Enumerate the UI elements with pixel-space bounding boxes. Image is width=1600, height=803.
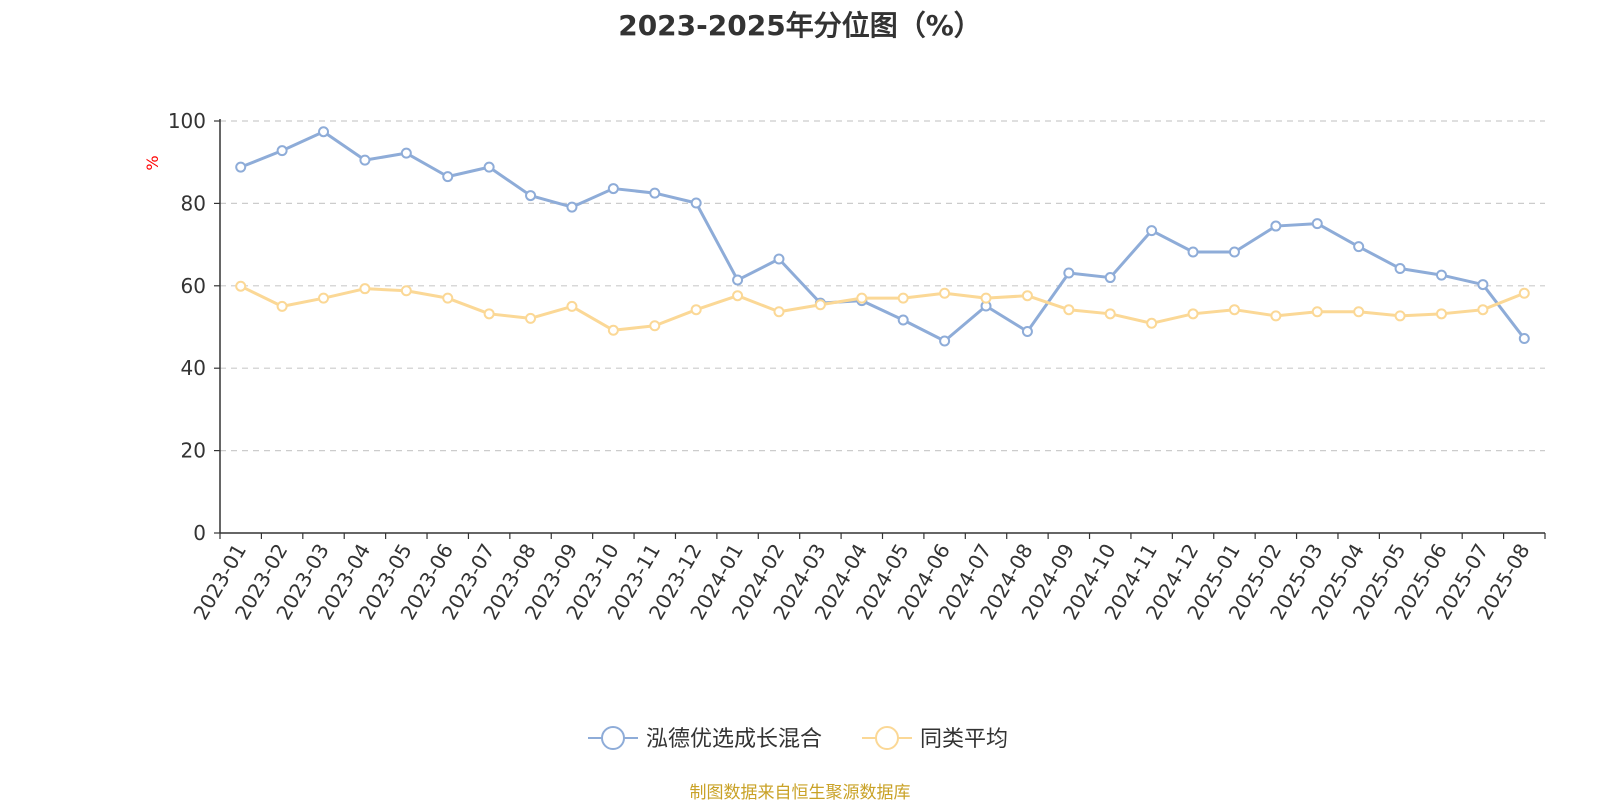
data-point — [1311, 306, 1323, 318]
data-point — [732, 290, 744, 302]
series-2 — [235, 280, 1530, 336]
legend-label: 泓德优选成长混合 — [646, 727, 822, 752]
data-point — [1518, 333, 1530, 345]
data-point — [400, 147, 412, 159]
data-point — [897, 314, 909, 326]
data-point — [1021, 326, 1033, 338]
series-line — [240, 284, 1525, 332]
data-point — [276, 145, 288, 157]
data-point — [939, 287, 951, 299]
data-point — [690, 197, 702, 209]
data-point — [1104, 272, 1116, 284]
y-tick-label: 100 — [168, 109, 206, 133]
data-point — [1104, 308, 1116, 320]
y-axis-label: % — [143, 155, 162, 170]
data-point — [1518, 287, 1530, 299]
source-note: 制图数据来自恒生聚源数据库 — [689, 783, 911, 803]
data-point — [483, 308, 495, 320]
data-point — [235, 280, 247, 292]
x-axis-ticks: 2023-012023-022023-032023-042023-052023-… — [188, 533, 1546, 624]
data-point — [276, 300, 288, 312]
data-point — [690, 304, 702, 316]
series-group — [235, 126, 1530, 347]
data-point — [1270, 220, 1282, 232]
data-point — [773, 306, 785, 318]
legend[interactable]: 泓德优选成长混合 同类平均 — [588, 726, 1008, 752]
data-point — [980, 292, 992, 304]
data-point — [1270, 310, 1282, 322]
data-point — [1228, 246, 1240, 258]
data-point — [442, 292, 454, 304]
series-line — [240, 130, 1526, 343]
data-point — [235, 161, 247, 173]
data-point — [897, 292, 909, 304]
data-point — [359, 283, 371, 295]
data-point — [607, 324, 619, 336]
data-point — [1477, 279, 1489, 291]
data-point — [939, 335, 951, 347]
y-tick-label: 40 — [181, 356, 206, 380]
data-point — [1353, 241, 1365, 253]
series-1 — [235, 126, 1530, 347]
data-point — [525, 312, 537, 324]
data-point — [649, 320, 661, 332]
data-point — [1063, 304, 1075, 316]
data-point — [1477, 304, 1489, 316]
data-point — [1435, 308, 1447, 320]
legend-marker-icon — [875, 726, 899, 750]
data-point — [1187, 308, 1199, 320]
data-point — [318, 126, 330, 138]
data-point — [732, 274, 744, 286]
data-point — [483, 161, 495, 173]
gridlines — [220, 120, 1545, 452]
data-point — [1394, 310, 1406, 322]
data-point — [442, 171, 454, 183]
y-tick-label: 60 — [181, 274, 206, 298]
y-tick-label: 0 — [193, 521, 206, 545]
data-point — [649, 187, 661, 199]
data-point — [1146, 317, 1158, 329]
data-point — [814, 299, 826, 311]
data-point — [1063, 267, 1075, 279]
data-point — [607, 183, 619, 195]
data-point — [525, 190, 537, 202]
data-point — [318, 292, 330, 304]
legend-label: 同类平均 — [920, 727, 1008, 752]
data-point — [1311, 218, 1323, 230]
y-axis-ticks: 0 20 40 60 80 100 — [168, 109, 220, 545]
legend-marker-icon — [601, 726, 625, 750]
data-point — [1146, 225, 1158, 237]
data-point — [566, 300, 578, 312]
legend-item-1[interactable]: 泓德优选成长混合 — [588, 726, 822, 752]
legend-item-2[interactable]: 同类平均 — [862, 726, 1008, 752]
data-point — [1435, 269, 1447, 281]
data-point — [856, 292, 868, 304]
data-point — [566, 201, 578, 213]
chart-title: 2023-2025年分位图（%） — [618, 9, 982, 42]
data-point — [359, 154, 371, 166]
data-point — [773, 253, 785, 265]
y-tick-label: 80 — [181, 191, 206, 215]
data-point — [1228, 304, 1240, 316]
data-point — [1021, 290, 1033, 302]
axes — [219, 119, 1545, 534]
y-tick-label: 20 — [181, 439, 206, 463]
data-point — [1353, 306, 1365, 318]
data-point — [1187, 246, 1199, 258]
data-point — [1394, 262, 1406, 274]
data-point — [400, 285, 412, 297]
